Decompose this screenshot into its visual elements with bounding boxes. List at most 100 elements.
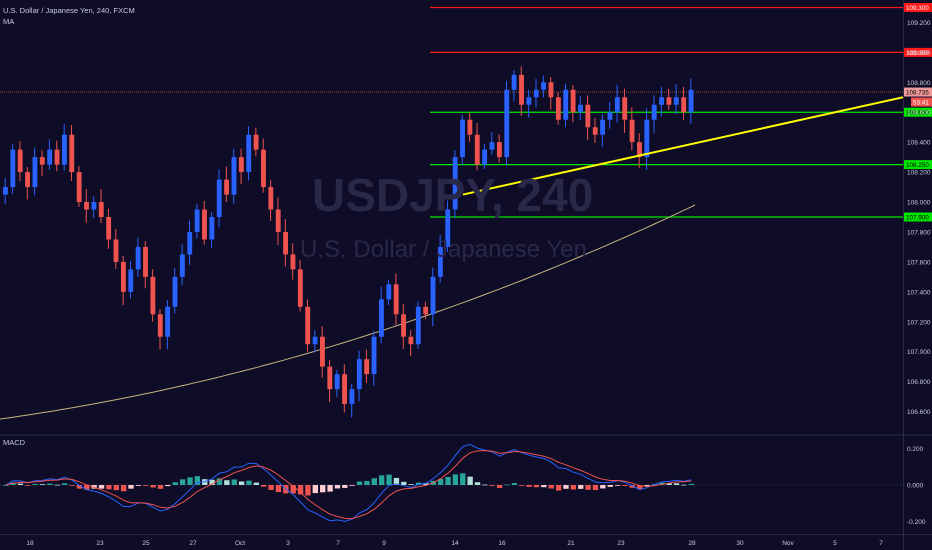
macd-histogram-bar [320, 485, 326, 493]
macd-histogram-bar [165, 485, 171, 487]
candle-body [194, 209, 200, 232]
macd-histogram-bar [578, 485, 584, 489]
macd-histogram-bar [246, 480, 252, 485]
candle-body [622, 97, 628, 120]
price-tick-label: 107.400 [907, 289, 931, 296]
candle-body [408, 336, 414, 345]
candle-body [290, 254, 296, 270]
candle-body [283, 231, 289, 255]
candle-body [445, 209, 451, 247]
macd-histogram-bar [120, 485, 127, 492]
macd-histogram-bar [98, 485, 105, 489]
symbol-title[interactable]: U.S. Dollar / Japanese Yen, 240, FXCM [3, 6, 135, 15]
time-tick-label: Nov [782, 540, 794, 547]
macd-histogram-bar [393, 477, 400, 485]
indicator-label-ma[interactable]: MA [3, 17, 15, 26]
candle-body [150, 276, 156, 315]
macd-histogram-bar [408, 484, 414, 485]
candle-body [261, 149, 266, 188]
time-tick-label: 21 [567, 540, 575, 547]
candle-body [570, 89, 576, 113]
candle-body [519, 74, 524, 105]
candle-body [268, 187, 274, 210]
macd-histogram-bar [25, 485, 31, 486]
macd-histogram-bar [157, 485, 164, 489]
trendline-segment[interactable] [462, 96, 904, 196]
candle-body [541, 82, 547, 90]
time-tick-label: 9 [382, 540, 386, 547]
macd-histogram-bar [688, 483, 694, 485]
candle-body [393, 284, 399, 315]
candle-body [430, 276, 436, 315]
macd-histogram-bar [327, 485, 333, 492]
candle-body [172, 276, 178, 307]
level-label: 108.600 [906, 110, 929, 117]
candle-body [76, 172, 82, 203]
candle-body [305, 306, 311, 345]
time-tick-label: 25 [142, 540, 150, 547]
trendline[interactable] [462, 96, 904, 196]
price-tick-label: 107.600 [907, 259, 931, 266]
candle-body [216, 179, 222, 217]
macd-histogram-bar [238, 481, 245, 485]
macd-histogram-bar [17, 483, 24, 485]
macd-histogram-bar [91, 485, 97, 489]
macd-histogram-bar [61, 483, 68, 485]
time-tick-label: 18 [26, 540, 34, 547]
candle-body [629, 119, 635, 143]
macd-histogram-bar [496, 485, 503, 489]
candle-body [349, 389, 355, 405]
macd-histogram-bar [526, 485, 532, 487]
macd-histogram-bar [644, 485, 650, 487]
macd-histogram-bar [445, 476, 451, 485]
candle-body [327, 366, 333, 390]
candle-body [135, 246, 141, 270]
candle-body [231, 157, 237, 195]
candle-body [143, 246, 148, 277]
macd-histogram-bar [666, 483, 672, 485]
horizontal-levels: 109.300 109.000 108.600 108.250 107.900 108.7… [0, 2, 932, 222]
time-tick-label: 5 [833, 540, 837, 547]
candle-body [179, 254, 185, 277]
macd-histogram-bar [563, 485, 569, 489]
macd-histogram-bar [39, 484, 46, 485]
candle-body [238, 157, 244, 173]
ma-line [0, 204, 696, 420]
macd-histogram-bar [378, 475, 385, 485]
macd-histogram-bar [371, 478, 377, 485]
candle-body [482, 149, 488, 165]
candle-body [106, 217, 112, 240]
candle-body [659, 97, 665, 105]
macd-histogram-bar [673, 483, 680, 485]
level-label: 109.000 [906, 50, 929, 57]
macd-histogram-bar [401, 481, 407, 485]
macd-histogram-bar [533, 485, 540, 488]
candle-body [386, 284, 392, 300]
candle-body [32, 157, 38, 188]
candle-body [312, 336, 318, 345]
price-tick-label: 106.800 [907, 379, 931, 386]
candle-body [452, 157, 458, 210]
macd-histogram-bar [135, 485, 142, 486]
macd-histogram-bar [261, 485, 267, 487]
time-tick-label: 7 [879, 540, 883, 547]
candle-body [275, 209, 281, 232]
macd-histogram-bar [541, 485, 547, 488]
candle-body [644, 119, 650, 158]
candle-body [98, 202, 104, 217]
macd-histogram-bar [437, 478, 444, 485]
macd-histogram-bar [622, 485, 628, 486]
candle-body [666, 97, 672, 105]
candle-body [378, 299, 384, 337]
level-tag-109.300 [904, 2, 932, 12]
macd-histogram-bar [637, 485, 643, 489]
price-axis: 109.200 109.000 108.800 108.600 108.400 108.2… [907, 20, 931, 416]
time-tick-label: 14 [451, 540, 459, 547]
candle-body [54, 149, 60, 165]
macd-histogram-bar [570, 485, 577, 490]
indicator-label-macd[interactable]: MACD [3, 438, 26, 447]
macd-histogram-bar [600, 485, 606, 489]
candle-body [364, 359, 370, 375]
macd-histogram-bar [342, 485, 348, 488]
macd-histogram-bar [54, 484, 60, 486]
